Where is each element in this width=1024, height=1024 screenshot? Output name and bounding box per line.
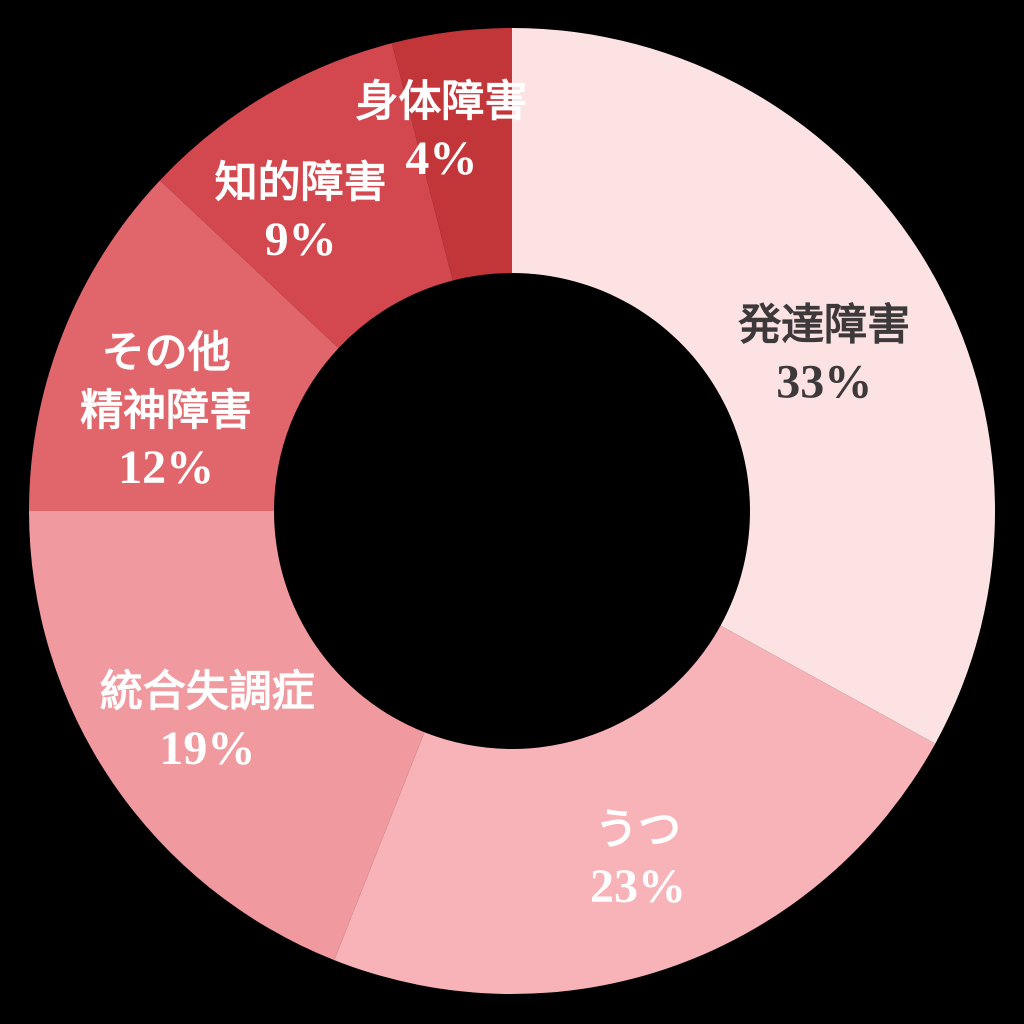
segment-percent-text: 9%	[265, 213, 337, 266]
donut-segment-身体障害	[391, 28, 512, 281]
segment-percent-text: 33%	[776, 356, 872, 409]
segment-label-発達障害: 発達障害 33%	[738, 302, 910, 409]
segment-name-text: 精神障害	[80, 387, 252, 435]
segment-name-text: その他	[102, 329, 231, 377]
donut-segment-その他精神障害	[29, 180, 339, 512]
segment-name-text: 発達障害	[738, 302, 910, 350]
segment-name-text: 知的障害	[215, 159, 387, 207]
segment-percent-text: 19%	[159, 722, 255, 775]
segment-percent-text: 4%	[405, 132, 477, 185]
segment-name-text: 統合失調症	[100, 668, 315, 716]
segment-label-統合失調症: 統合失調症 19%	[100, 668, 315, 775]
segment-percent-text: 12%	[118, 441, 214, 494]
segment-label-その他精神障害: その他精神障害 12%	[80, 329, 252, 494]
segment-name-text: うつ	[595, 806, 681, 854]
segment-label-うつ: うつ 23%	[590, 806, 686, 913]
donut-segment-発達障害	[512, 27, 996, 744]
segment-label-身体障害: 身体障害 4%	[355, 78, 527, 185]
segment-percent-text: 23%	[590, 860, 686, 913]
segment-name-text: 身体障害	[355, 78, 527, 126]
donut-segment-統合失調症	[29, 511, 425, 961]
segment-label-知的障害: 知的障害 9%	[215, 159, 387, 266]
donut-segment-うつ	[334, 625, 936, 994]
donut-segment-知的障害	[159, 43, 453, 349]
